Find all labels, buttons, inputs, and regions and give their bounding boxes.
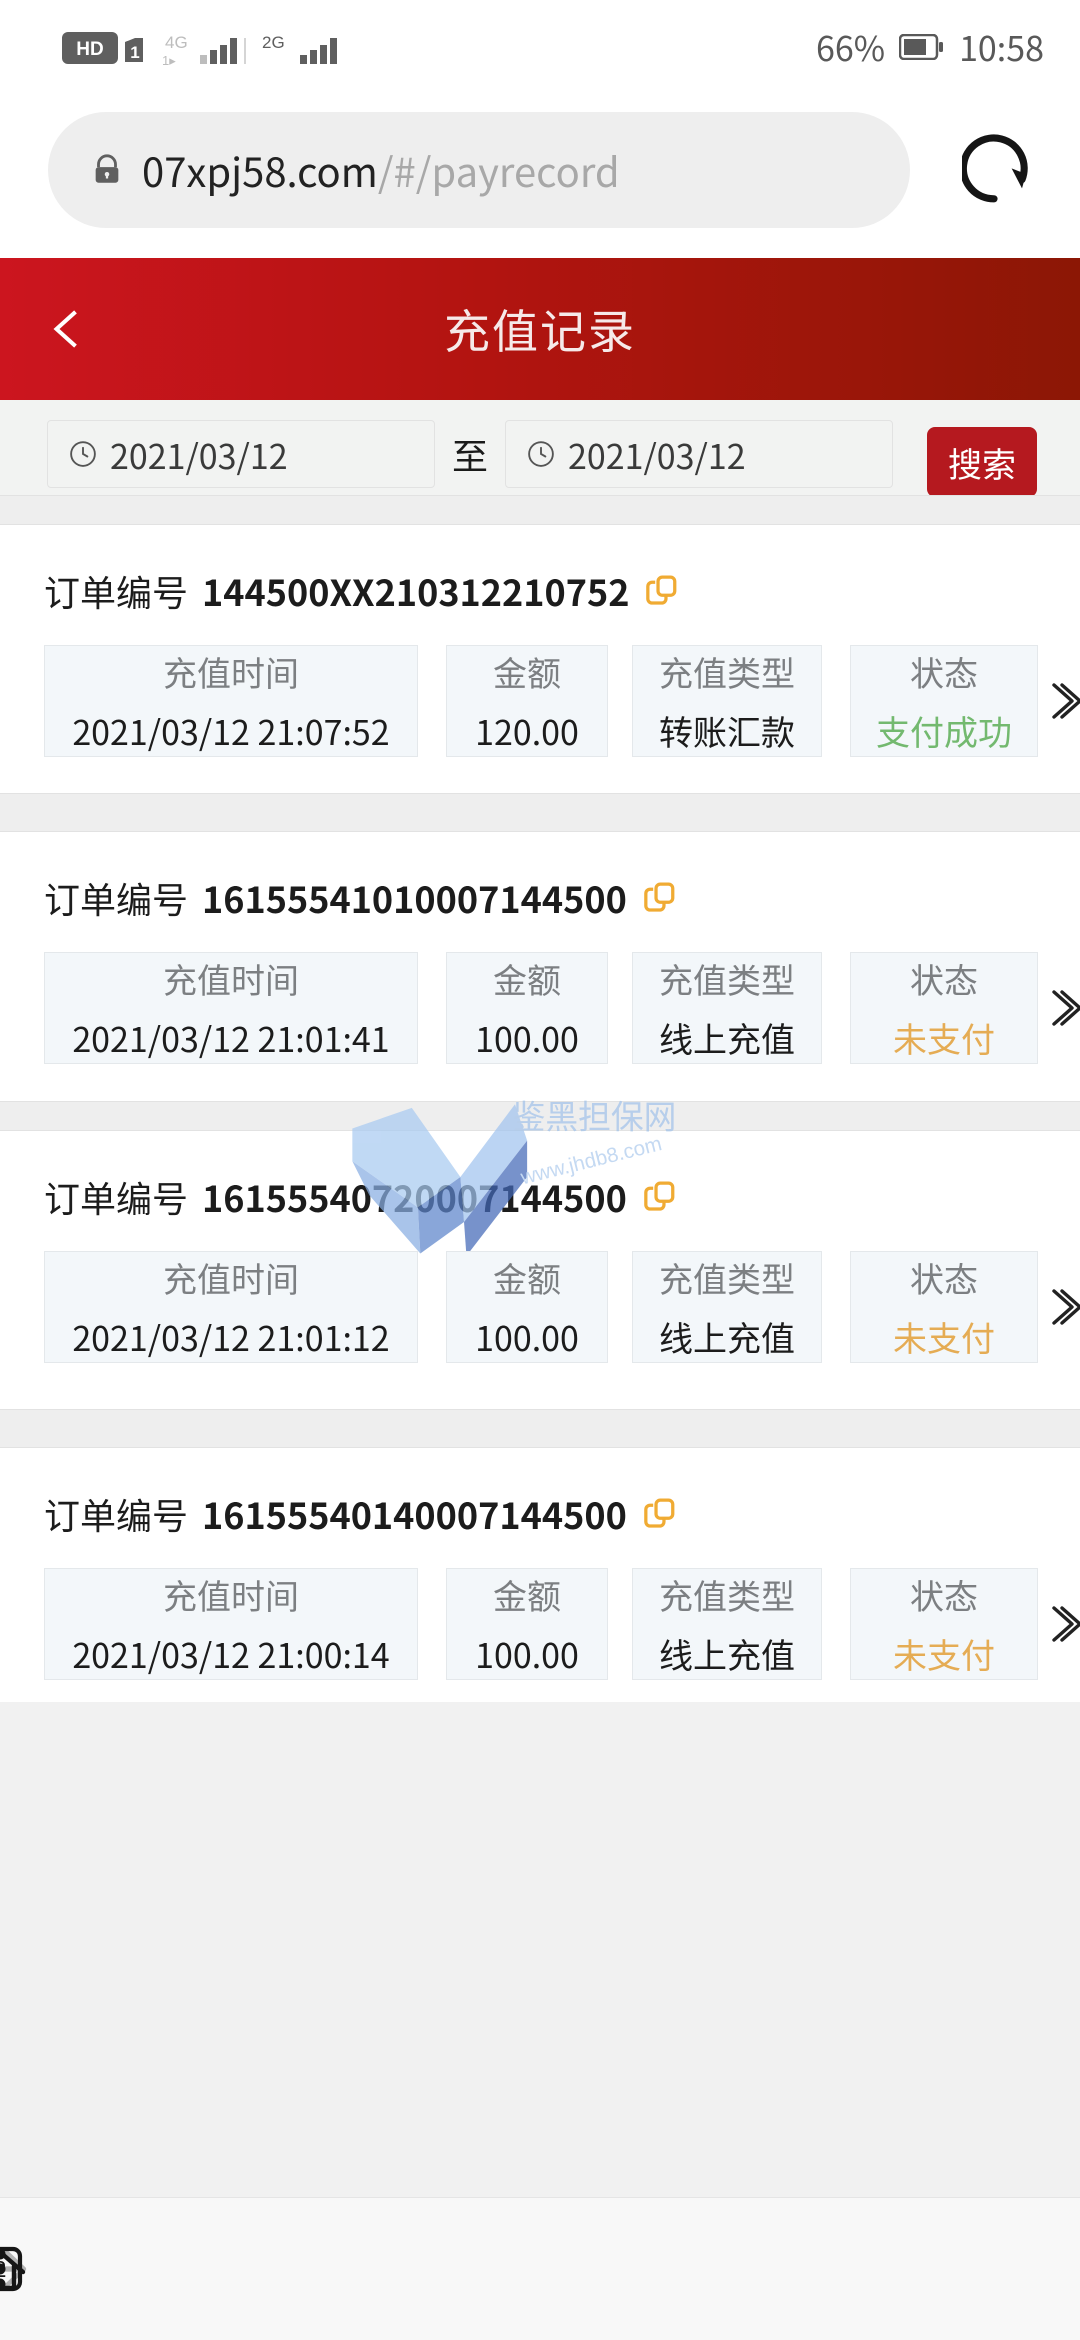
svg-text:鉴黑担保网: 鉴黑担保网 <box>513 1091 677 1138</box>
svg-text:1▸: 1▸ <box>162 53 176 68</box>
svg-text:4G: 4G <box>165 33 188 52</box>
svg-text:1: 1 <box>130 43 139 62</box>
svg-text:www.jhdb8.com: www.jhdb8.com <box>517 1132 664 1190</box>
svg-text:2G: 2G <box>262 33 285 52</box>
svg-text:HD: HD <box>76 39 103 60</box>
